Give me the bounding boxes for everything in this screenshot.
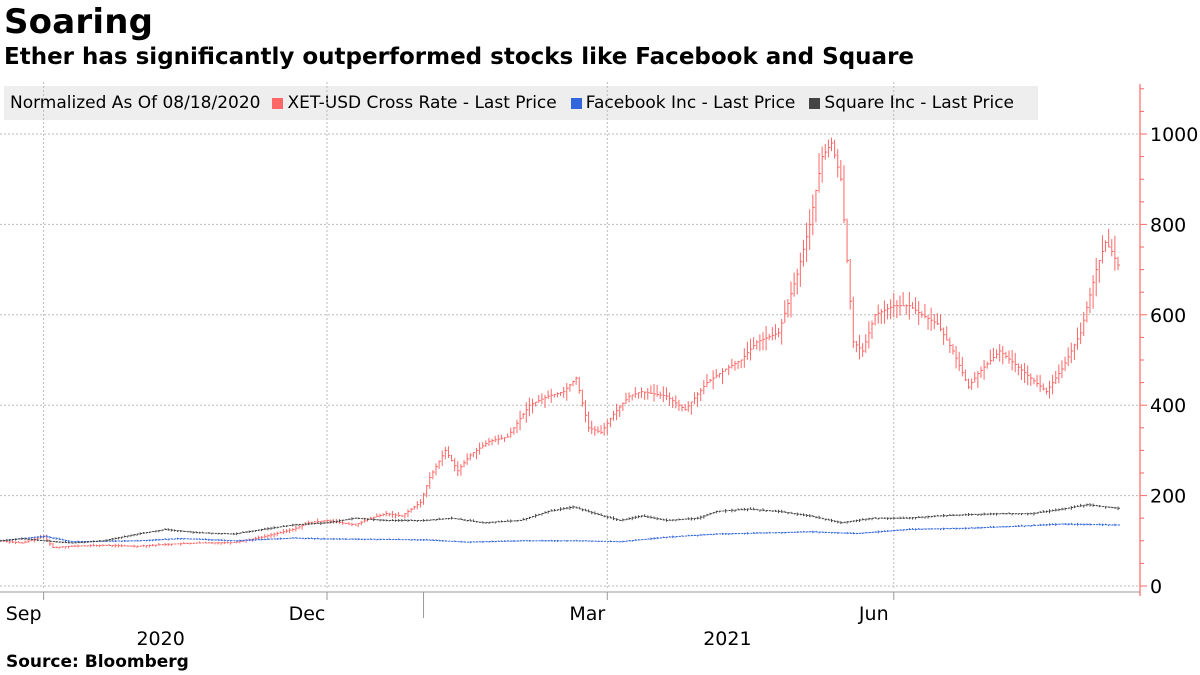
legend-normalization-note: Normalized As Of 08/18/2020	[10, 93, 261, 113]
x-tick-label-mar: Mar	[569, 603, 605, 625]
x-year-label-2020: 2020	[136, 628, 184, 650]
y-tick-label-1000: 1000	[1150, 124, 1198, 146]
chart-subtitle: Ether has significantly outperformed sto…	[4, 44, 915, 70]
x-year-label-2021: 2021	[703, 628, 751, 650]
series-facebook	[0, 522, 1120, 544]
y-tick-label-200: 200	[1150, 486, 1186, 508]
legend-label-square: Square Inc - Last Price	[824, 93, 1015, 113]
legend-swatch-ether	[272, 97, 284, 109]
y-tick-label-800: 800	[1150, 214, 1186, 236]
legend-swatch-facebook	[570, 97, 582, 109]
y-tick-label-600: 600	[1150, 305, 1186, 327]
legend-label-ether: XET-USD Cross Rate - Last Price	[287, 93, 557, 113]
x-tick-label-jun: Jun	[858, 603, 889, 625]
legend-swatch-square	[809, 97, 821, 109]
source-note: Source: Bloomberg	[6, 652, 189, 672]
chart-title: Soaring	[4, 2, 154, 42]
legend-item-facebook: Facebook Inc - Last Price	[570, 93, 796, 113]
series-ether	[0, 137, 1120, 549]
legend-label-facebook: Facebook Inc - Last Price	[585, 93, 796, 113]
legend-item-ether: XET-USD Cross Rate - Last Price	[272, 93, 557, 113]
y-tick-label-0: 0	[1150, 576, 1162, 598]
legend-item-square: Square Inc - Last Price	[809, 93, 1014, 113]
series-square	[0, 503, 1120, 544]
chart-legend: Normalized As Of 08/18/2020 XET-USD Cros…	[4, 86, 1038, 120]
x-tick-label-dec: Dec	[289, 603, 326, 625]
x-tick-label-sep: Sep	[6, 603, 42, 625]
y-tick-label-400: 400	[1150, 395, 1186, 417]
